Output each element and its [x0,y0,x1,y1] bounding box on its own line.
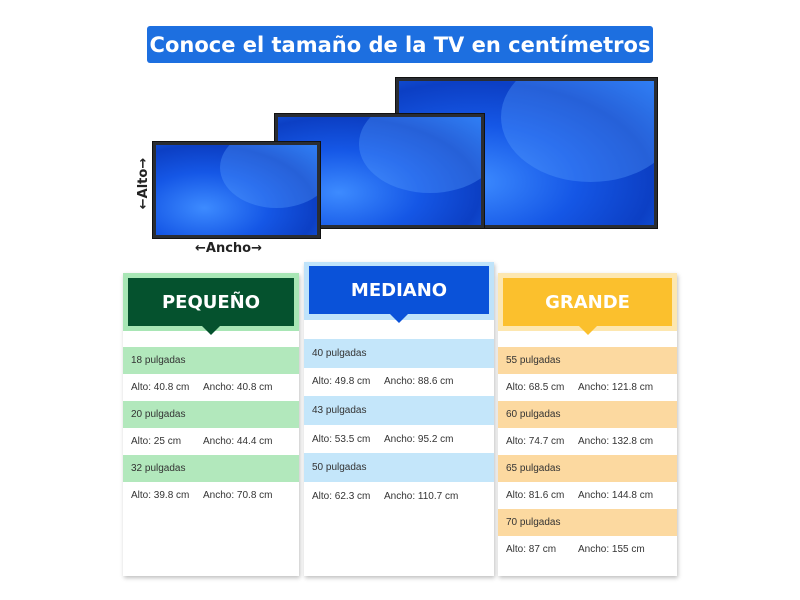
alto-label: ←Alto→ [136,157,152,210]
alto-value: Alto: 49.8 cm [312,376,371,388]
dimensions-row: Alto: 39.8 cm Ancho: 70.8 cm [123,482,299,509]
dimensions-row: Alto: 53.5 cm Ancho: 95.2 cm [304,425,494,454]
dimensions-row: Alto: 74.7 cm Ancho: 132.8 cm [498,428,677,455]
size-row: 40 pulgadas [304,339,494,368]
ancho-value: Ancho: 121.8 cm [578,382,654,393]
size-row: 50 pulgadas [304,453,494,482]
dimensions-row: Alto: 81.6 cm Ancho: 144.8 cm [498,482,677,509]
ancho-value: Ancho: 144.8 cm [578,490,654,501]
alto-value: Alto: 25 cm [131,436,182,447]
alto-value: Alto: 53.5 cm [312,433,371,445]
size-row: 60 pulgadas [498,401,677,428]
alto-value: Alto: 40.8 cm [131,382,190,393]
size-row: 20 pulgadas [123,401,299,428]
category-header: PEQUEÑO [128,278,294,326]
size-column-2: GRANDE 55 pulgadas Alto: 68.5 cm Ancho: 1… [498,273,677,576]
ancho-value: Ancho: 40.8 cm [203,382,273,393]
ancho-value: Ancho: 70.8 cm [203,490,273,501]
size-column-0: PEQUEÑO 18 pulgadas Alto: 40.8 cm Ancho: … [123,273,299,576]
alto-value: Alto: 39.8 cm [131,490,190,501]
header-pointer [202,326,220,335]
size-row: 70 pulgadas [498,509,677,536]
page-title: Conoce el tamaño de la TV en centímetros [147,26,653,63]
size-row: 65 pulgadas [498,455,677,482]
dimensions-row: Alto: 40.8 cm Ancho: 40.8 cm [123,374,299,401]
category-header: MEDIANO [309,266,489,314]
ancho-value: Ancho: 95.2 cm [384,433,454,445]
dimensions-row: Alto: 62.3 cm Ancho: 110.7 cm [304,482,494,511]
dimensions-row: Alto: 68.5 cm Ancho: 121.8 cm [498,374,677,401]
ancho-value: Ancho: 132.8 cm [578,436,654,447]
ancho-value: Ancho: 44.4 cm [203,436,273,447]
ancho-label: ←Ancho→ [195,241,262,256]
tv-small-illustration [152,141,321,239]
size-row: 32 pulgadas [123,455,299,482]
ancho-value: Ancho: 110.7 cm [384,490,459,502]
size-row: 55 pulgadas [498,347,677,374]
alto-value: Alto: 87 cm [506,544,557,555]
dimensions-row: Alto: 25 cm Ancho: 44.4 cm [123,428,299,455]
alto-value: Alto: 81.6 cm [506,490,565,501]
alto-value: Alto: 62.3 cm [312,490,371,502]
alto-value: Alto: 74.7 cm [506,436,565,447]
header-pointer [390,314,408,323]
header-pointer [578,326,597,335]
size-row: 43 pulgadas [304,396,494,425]
ancho-value: Ancho: 155 cm [578,544,645,555]
size-column-1: MEDIANO 40 pulgadas Alto: 49.8 cm Ancho: … [304,262,494,576]
alto-value: Alto: 68.5 cm [506,382,565,393]
dimensions-row: Alto: 49.8 cm Ancho: 88.6 cm [304,368,494,397]
dimensions-row: Alto: 87 cm Ancho: 155 cm [498,536,677,563]
ancho-value: Ancho: 88.6 cm [384,376,454,388]
category-header: GRANDE [503,278,672,326]
size-row: 18 pulgadas [123,347,299,374]
